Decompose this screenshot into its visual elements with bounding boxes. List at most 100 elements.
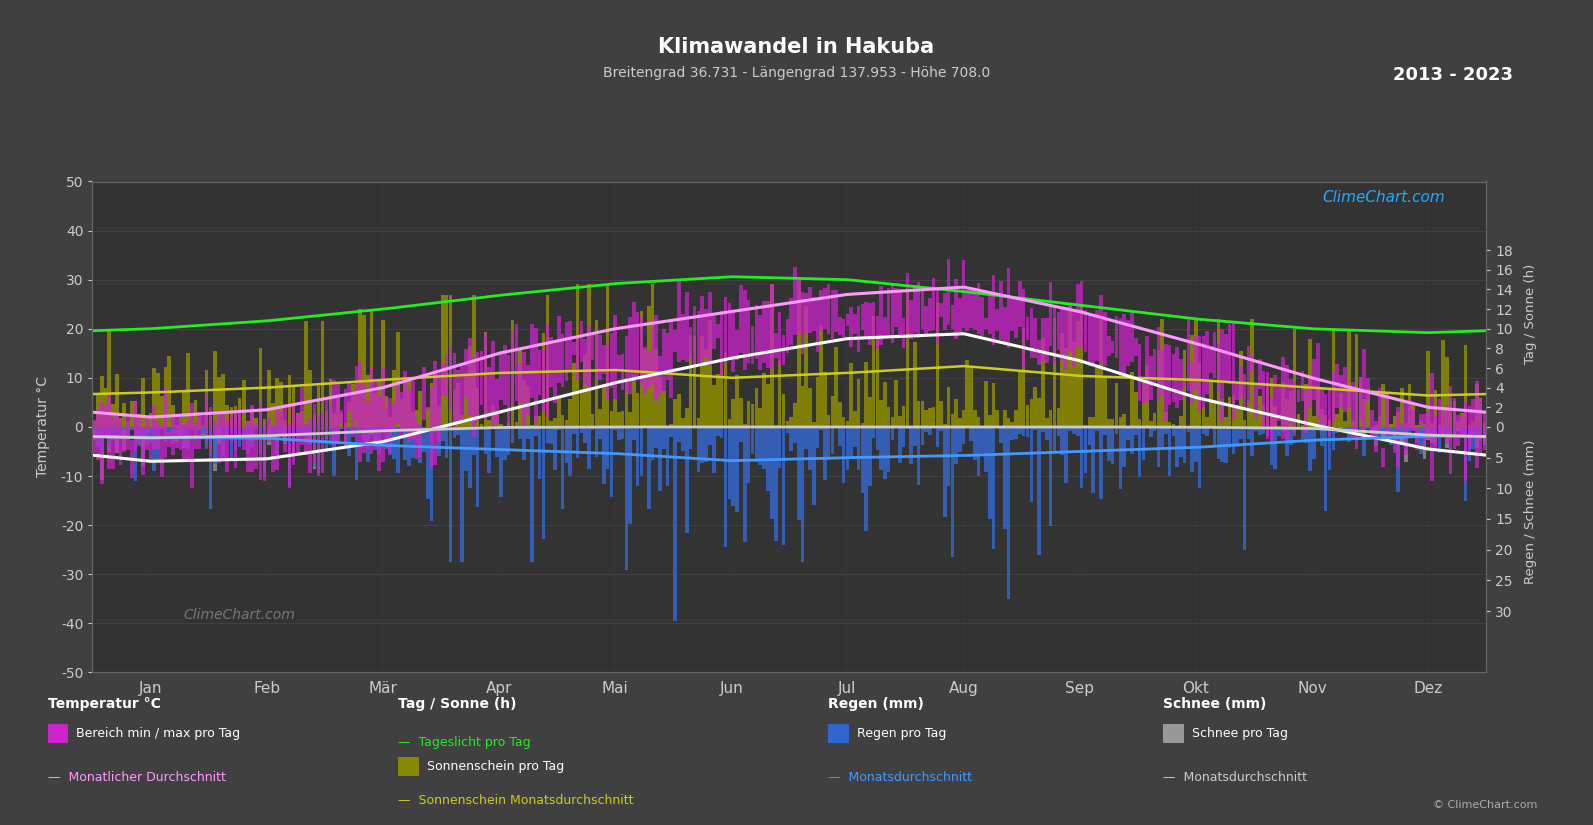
- Bar: [229, 427, 233, 460]
- Bar: [441, 364, 444, 396]
- Text: Temperatur °C: Temperatur °C: [48, 697, 161, 711]
- Bar: [131, 401, 134, 427]
- Bar: [1378, 389, 1381, 429]
- Bar: [1456, 415, 1459, 446]
- Bar: [472, 427, 476, 428]
- Bar: [134, 427, 137, 481]
- Bar: [96, 427, 100, 444]
- Bar: [1289, 391, 1292, 427]
- Bar: [1324, 427, 1327, 429]
- Bar: [1123, 314, 1126, 377]
- Bar: [234, 406, 237, 427]
- Bar: [1209, 427, 1212, 428]
- Text: ClimeChart.com: ClimeChart.com: [1322, 191, 1445, 205]
- Bar: [1010, 427, 1015, 440]
- Bar: [812, 427, 816, 506]
- Bar: [849, 307, 852, 347]
- Bar: [1434, 427, 1437, 446]
- Bar: [1053, 308, 1056, 363]
- Bar: [988, 415, 991, 427]
- Bar: [436, 427, 441, 456]
- Bar: [126, 427, 129, 435]
- Bar: [723, 427, 728, 547]
- Bar: [1397, 427, 1400, 431]
- Bar: [411, 412, 414, 427]
- Bar: [156, 427, 159, 461]
- Bar: [328, 403, 333, 430]
- Bar: [763, 373, 766, 427]
- Bar: [131, 427, 134, 430]
- Bar: [247, 422, 250, 472]
- Bar: [1184, 350, 1187, 427]
- Bar: [1467, 427, 1472, 441]
- Bar: [1129, 310, 1134, 362]
- Text: © ClimeChart.com: © ClimeChart.com: [1432, 800, 1537, 810]
- Bar: [1198, 427, 1201, 488]
- Bar: [460, 414, 464, 427]
- Bar: [550, 337, 553, 387]
- Bar: [1069, 305, 1072, 427]
- Bar: [190, 427, 193, 430]
- Bar: [801, 427, 804, 562]
- Bar: [1437, 426, 1442, 427]
- Bar: [715, 323, 720, 338]
- Bar: [1397, 407, 1400, 467]
- Bar: [419, 424, 422, 457]
- Bar: [1061, 308, 1064, 361]
- Text: —  Sonnenschein Monatsdurchschnitt: — Sonnenschein Monatsdurchschnitt: [398, 794, 634, 808]
- Bar: [284, 427, 287, 444]
- Bar: [957, 427, 962, 452]
- Bar: [292, 386, 295, 427]
- Bar: [1321, 409, 1324, 427]
- Bar: [1246, 400, 1251, 427]
- Bar: [1266, 427, 1270, 429]
- Text: Tag / Sonne (h): Tag / Sonne (h): [1525, 263, 1537, 364]
- Bar: [1373, 427, 1378, 446]
- Bar: [1083, 310, 1088, 352]
- Bar: [685, 408, 688, 427]
- Bar: [1348, 328, 1351, 427]
- Bar: [198, 427, 201, 431]
- Bar: [1300, 427, 1305, 428]
- Bar: [1389, 424, 1392, 427]
- Bar: [1217, 343, 1220, 392]
- Bar: [1110, 419, 1115, 427]
- Text: Regen (mm): Regen (mm): [828, 697, 924, 711]
- Bar: [153, 368, 156, 427]
- Bar: [669, 320, 674, 398]
- Bar: [739, 285, 742, 352]
- Bar: [1359, 377, 1362, 420]
- Bar: [655, 349, 658, 427]
- Bar: [1450, 398, 1453, 427]
- Bar: [392, 370, 395, 427]
- Bar: [841, 427, 846, 483]
- Bar: [1258, 427, 1262, 435]
- Bar: [137, 427, 142, 438]
- Bar: [1007, 427, 1010, 599]
- Bar: [370, 309, 373, 427]
- Bar: [1294, 381, 1297, 436]
- Bar: [1015, 427, 1018, 440]
- Bar: [411, 381, 414, 440]
- Bar: [1201, 427, 1206, 434]
- Bar: [1281, 427, 1286, 428]
- Bar: [1034, 318, 1037, 358]
- Bar: [358, 362, 362, 463]
- Bar: [530, 425, 534, 427]
- Bar: [518, 348, 523, 427]
- Bar: [309, 417, 312, 474]
- Bar: [639, 427, 644, 476]
- Bar: [190, 413, 193, 427]
- Bar: [1126, 427, 1129, 441]
- Bar: [962, 260, 965, 328]
- Bar: [1408, 400, 1411, 431]
- Bar: [1004, 427, 1007, 529]
- Bar: [758, 427, 761, 464]
- Bar: [644, 350, 647, 427]
- Bar: [299, 388, 304, 445]
- Bar: [550, 421, 553, 427]
- Bar: [1201, 407, 1206, 427]
- Bar: [1160, 319, 1164, 427]
- Bar: [350, 384, 355, 427]
- Bar: [209, 427, 212, 455]
